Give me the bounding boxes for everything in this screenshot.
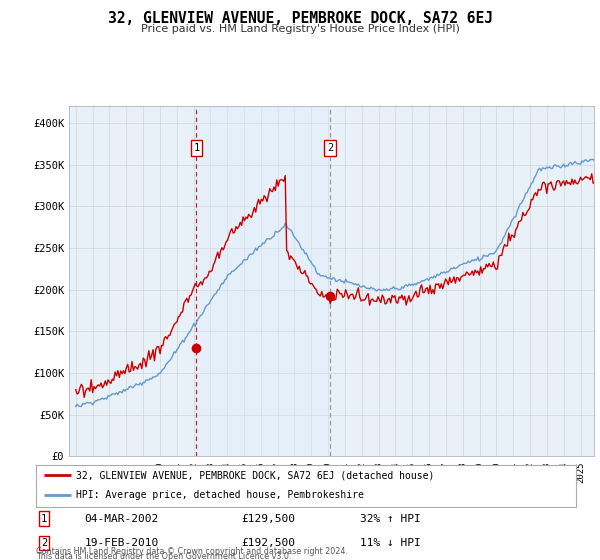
Text: 32, GLENVIEW AVENUE, PEMBROKE DOCK, SA72 6EJ: 32, GLENVIEW AVENUE, PEMBROKE DOCK, SA72… xyxy=(107,11,493,26)
Text: 2: 2 xyxy=(41,538,47,548)
Text: This data is licensed under the Open Government Licence v3.0.: This data is licensed under the Open Gov… xyxy=(36,552,292,560)
Text: £192,500: £192,500 xyxy=(241,538,295,548)
Text: 32% ↑ HPI: 32% ↑ HPI xyxy=(360,514,421,524)
Text: 1: 1 xyxy=(193,143,200,153)
Text: 2: 2 xyxy=(327,143,333,153)
Text: 1: 1 xyxy=(41,514,47,524)
Text: 11% ↓ HPI: 11% ↓ HPI xyxy=(360,538,421,548)
Text: HPI: Average price, detached house, Pembrokeshire: HPI: Average price, detached house, Pemb… xyxy=(77,490,364,500)
Text: Price paid vs. HM Land Registry's House Price Index (HPI): Price paid vs. HM Land Registry's House … xyxy=(140,24,460,34)
Text: £129,500: £129,500 xyxy=(241,514,295,524)
Text: 04-MAR-2002: 04-MAR-2002 xyxy=(85,514,159,524)
Text: 19-FEB-2010: 19-FEB-2010 xyxy=(85,538,159,548)
Text: 32, GLENVIEW AVENUE, PEMBROKE DOCK, SA72 6EJ (detached house): 32, GLENVIEW AVENUE, PEMBROKE DOCK, SA72… xyxy=(77,470,435,480)
Bar xyxy=(196,106,330,456)
Text: Contains HM Land Registry data © Crown copyright and database right 2024.: Contains HM Land Registry data © Crown c… xyxy=(36,547,348,556)
